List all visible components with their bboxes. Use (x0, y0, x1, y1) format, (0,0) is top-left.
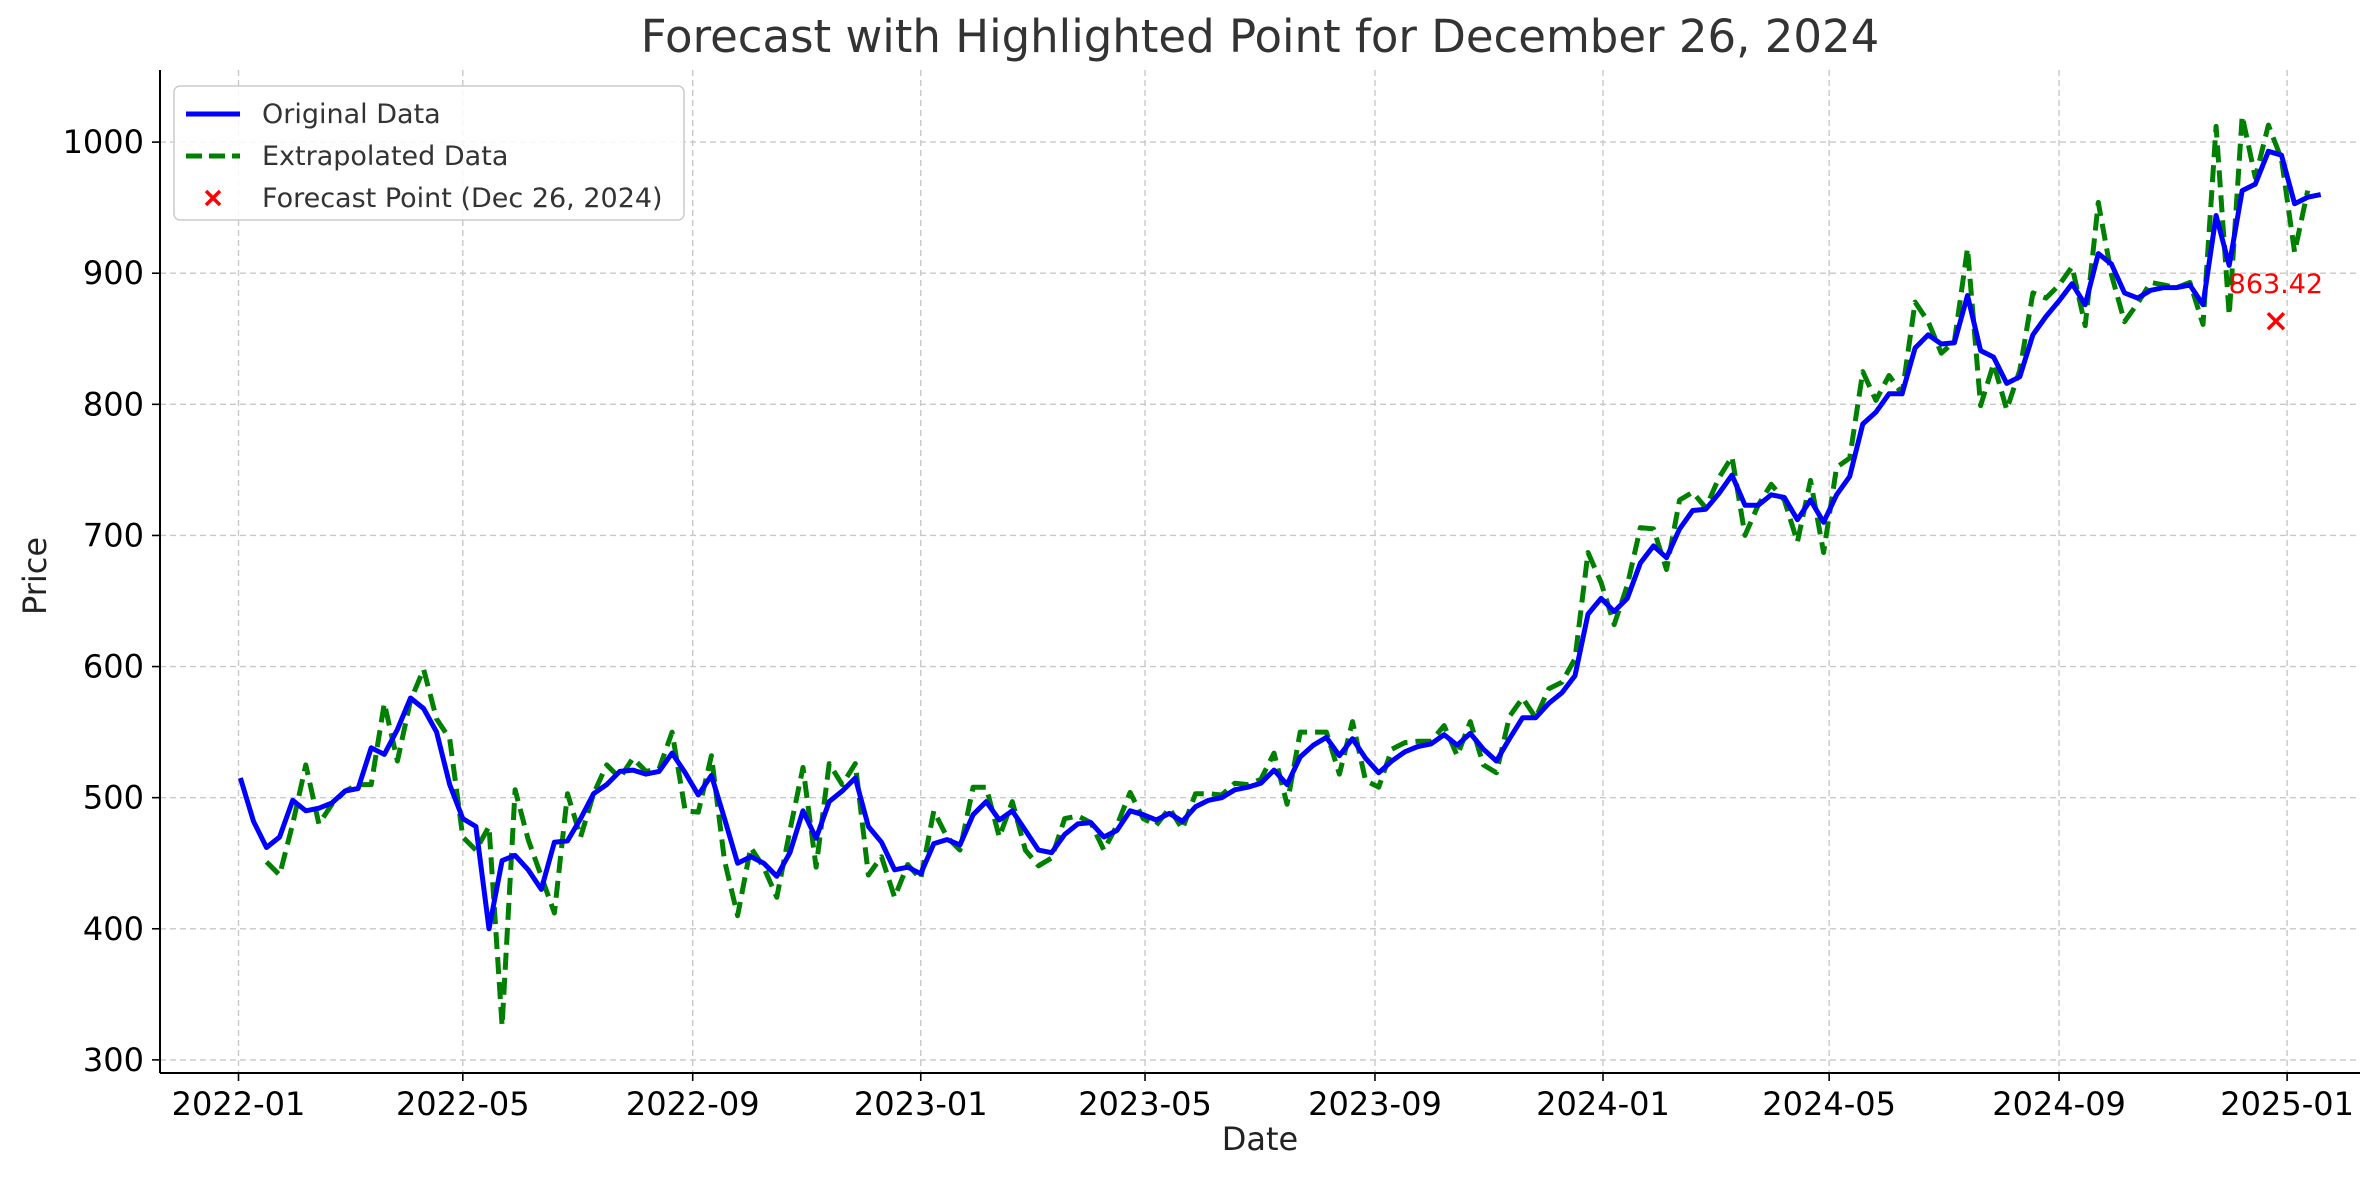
forecast-value-label: 863.42 (2229, 269, 2323, 300)
forecast-point-marker (2266, 311, 2286, 331)
x-tick-label: 2025-01 (2220, 1085, 2354, 1123)
x-axis-label: Date (1222, 1120, 1298, 1158)
legend-label: Extrapolated Data (262, 141, 508, 172)
x-tick-label: 2024-05 (1762, 1085, 1896, 1123)
series-line-extrapolated (264, 113, 2311, 1029)
x-tick-label: 2024-01 (1536, 1085, 1670, 1123)
x-tick-label: 2022-05 (396, 1085, 530, 1123)
y-tick-label: 1000 (63, 123, 144, 161)
legend: Original Data Extrapolated Data Forecast P… (173, 85, 685, 221)
y-tick-label: 500 (83, 779, 144, 817)
grid-lines (160, 70, 2360, 1073)
y-tick-label: 700 (83, 516, 144, 554)
x-tick-label: 2022-09 (626, 1085, 760, 1123)
y-tick-label: 400 (83, 910, 144, 948)
tick-labels: 300 400 500 600 700 800 900 1000 2022-01 2022-05 2… (63, 123, 2354, 1123)
legend-box (173, 85, 685, 221)
y-tick-label: 300 (83, 1041, 144, 1079)
y-tick-label: 800 (83, 385, 144, 423)
chart-title: Forecast with Highlighted Point for Dece… (641, 10, 1879, 63)
legend-label: Forecast Point (Dec 26, 2024) (262, 183, 663, 214)
x-tick-label: 2024-09 (1992, 1085, 2126, 1123)
y-tick-label: 600 (83, 648, 144, 686)
x-tick-label: 2022-01 (172, 1085, 306, 1123)
series-line-original (238, 148, 2322, 932)
y-tick-label: 900 (83, 254, 144, 292)
legend-label: Original Data (262, 99, 441, 130)
legend-swatch-forecast (204, 189, 222, 207)
forecast-marker-stroke (2266, 311, 2286, 331)
x-tick-label: 2023-05 (1078, 1085, 1212, 1123)
x-tick-label: 2023-09 (1308, 1085, 1442, 1123)
axes (152, 70, 2360, 1081)
x-tick-label: 2023-01 (854, 1085, 988, 1123)
plot-series: 863.42 (238, 113, 2323, 1029)
y-axis-label: Price (16, 537, 54, 615)
